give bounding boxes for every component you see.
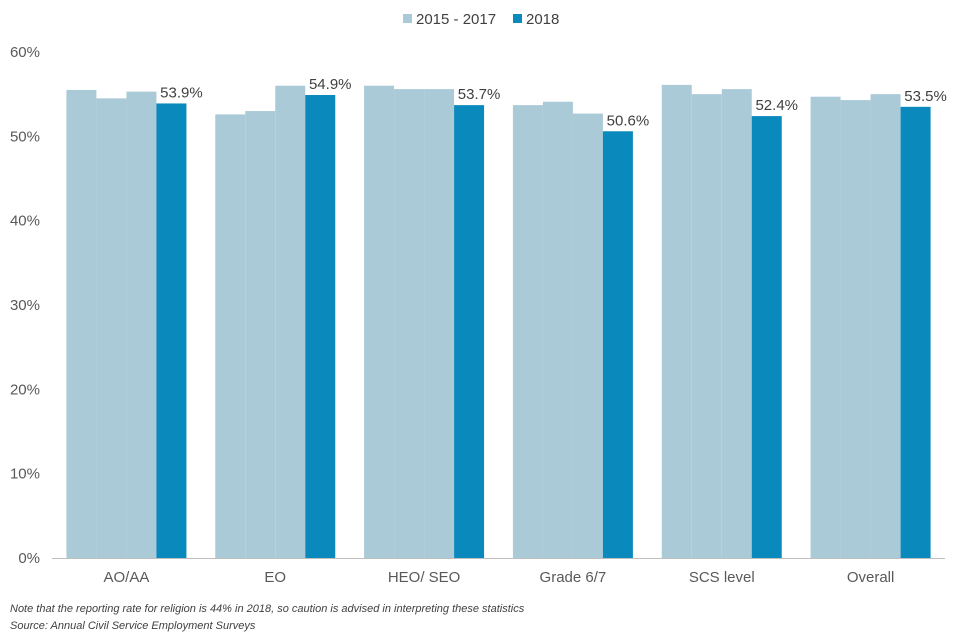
y-tick-label: 30% bbox=[10, 297, 40, 314]
x-tick-label-overall: Overall bbox=[847, 569, 895, 586]
bar-2015-2017-overall-1 bbox=[810, 96, 841, 559]
x-axis: AO/AA EO HEO/ SEO Grade 6/7 SCS level Overall bbox=[103, 569, 894, 586]
x-tick-label-eo: EO bbox=[264, 569, 286, 586]
data-label-2018-scs-level: 52.4% bbox=[755, 97, 798, 114]
legend-label-2018: 2018 bbox=[526, 11, 559, 28]
data-label-2018-overall: 53.5% bbox=[904, 88, 947, 105]
x-tick-label-heo-seo: HEO/ SEO bbox=[388, 569, 461, 586]
bar-2018-overall bbox=[900, 106, 931, 559]
y-tick-label: 0% bbox=[18, 550, 40, 567]
bar-2015-2017-grade-6-7-1 bbox=[512, 105, 543, 558]
y-tick-label: 50% bbox=[10, 128, 40, 145]
bar-2015-2017-scs-level-3 bbox=[721, 89, 752, 559]
y-axis: 0% 10% 20% 30% 40% 50% 60% bbox=[10, 44, 40, 567]
bar-2015-2017-grade-6-7-3 bbox=[572, 113, 603, 559]
y-tick-label: 20% bbox=[10, 381, 40, 398]
bar-2015-2017-heo-seo-3 bbox=[424, 89, 455, 559]
y-tick-label: 60% bbox=[10, 44, 40, 61]
bar-2015-2017-eo-1 bbox=[215, 114, 246, 558]
bar-2015-2017-overall-3 bbox=[870, 94, 901, 559]
x-tick-label-ao-aa: AO/AA bbox=[103, 569, 149, 586]
chart-note: Note that the reporting rate for religio… bbox=[10, 603, 525, 615]
bar-2015-2017-ao-aa-2 bbox=[96, 98, 127, 558]
y-tick-label: 40% bbox=[10, 213, 40, 230]
bar-2015-2017-heo-seo-2 bbox=[394, 89, 425, 559]
data-label-2018-eo: 54.9% bbox=[309, 76, 352, 93]
bar-2018-grade-6-7 bbox=[602, 131, 633, 559]
bar-2015-2017-overall-2 bbox=[840, 100, 871, 558]
bar-2018-ao-aa bbox=[156, 103, 187, 559]
chart-source: Source: Annual Civil Service Employment … bbox=[10, 620, 256, 632]
x-tick-label-grade-6-7: Grade 6/7 bbox=[540, 569, 607, 586]
legend-label-2015-2017: 2015 - 2017 bbox=[416, 11, 496, 28]
legend-swatch-2018 bbox=[513, 14, 522, 23]
y-tick-label: 10% bbox=[10, 466, 40, 483]
data-label-2018-ao-aa: 53.9% bbox=[160, 84, 203, 101]
bar-2018-heo-seo bbox=[454, 105, 485, 558]
bar-2015-2017-eo-3 bbox=[275, 85, 306, 558]
legend: 2015 - 2017 2018 bbox=[403, 11, 559, 28]
bar-2015-2017-ao-aa-3 bbox=[126, 91, 157, 559]
data-labels: 53.9% 54.9% 53.7% 50.6% 52.4% 53.5% bbox=[160, 76, 947, 129]
x-tick-label-scs-level: SCS level bbox=[689, 569, 755, 586]
bar-2015-2017-ao-aa-1 bbox=[66, 89, 97, 558]
bar-2015-2017-scs-level-1 bbox=[661, 84, 692, 558]
bar-2018-scs-level bbox=[751, 116, 782, 559]
bar-2015-2017-eo-2 bbox=[245, 111, 276, 559]
bars bbox=[66, 84, 931, 559]
data-label-2018-heo-seo: 53.7% bbox=[458, 86, 501, 103]
bar-2015-2017-scs-level-2 bbox=[691, 94, 722, 559]
legend-swatch-2015-2017 bbox=[403, 14, 412, 23]
bar-2015-2017-heo-seo-1 bbox=[364, 85, 395, 558]
chart: 2015 - 2017 2018 0% 10% 20% 30% 40% 50% 60% 53… bbox=[10, 11, 947, 586]
bar-2018-eo bbox=[305, 95, 336, 558]
data-label-2018-grade-6-7: 50.6% bbox=[607, 112, 650, 129]
bar-2015-2017-grade-6-7-2 bbox=[542, 101, 573, 559]
